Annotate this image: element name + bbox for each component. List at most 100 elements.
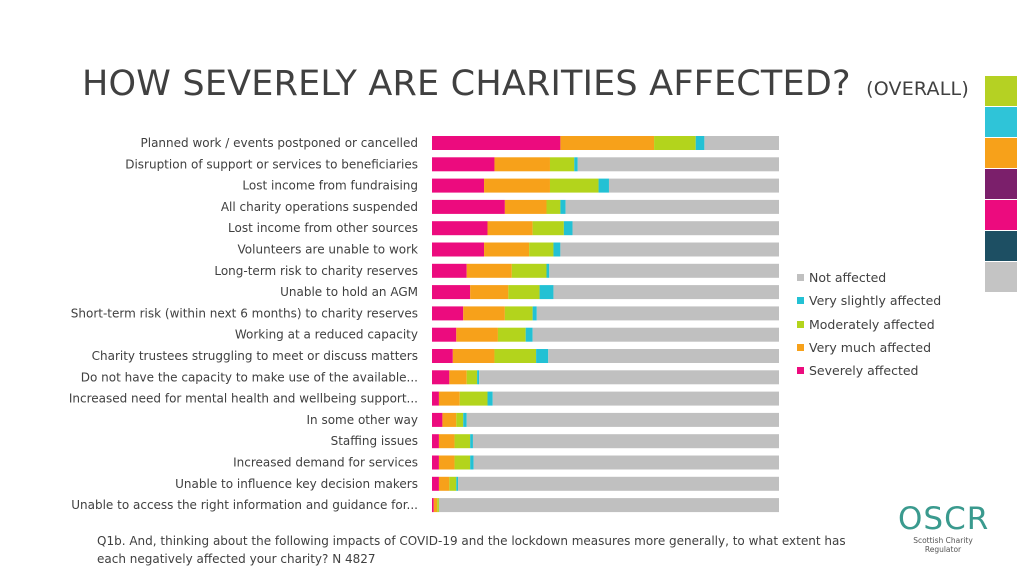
bar-segment-very-slightly-affected xyxy=(470,434,473,449)
category-label: Unable to access the right information a… xyxy=(71,498,418,512)
legend-swatch xyxy=(797,367,804,375)
page-title: HOW SEVERELY ARE CHARITIES AFFECTED? (OV… xyxy=(82,64,969,104)
category-label: Disruption of support or services to ben… xyxy=(125,157,418,171)
bar-segment-very-slightly-affected xyxy=(525,327,533,342)
bar-segment-very-much-affected xyxy=(438,434,455,449)
bar-segment-not-affected xyxy=(572,221,779,236)
bar-segment-very-much-affected xyxy=(487,221,533,236)
legend-label: Very much affected xyxy=(809,339,932,355)
category-label: Long-term risk to charity reserves xyxy=(214,264,418,278)
category-label: Short-term risk (within next 6 months) t… xyxy=(71,306,418,320)
bar-segment-severely-affected xyxy=(432,476,439,491)
bar-segment-very-much-affected xyxy=(442,412,457,427)
palette-swatch xyxy=(985,76,1017,106)
bar-segment-very-slightly-affected xyxy=(546,263,550,278)
bar-segment-moderately-affected xyxy=(459,391,488,406)
bar-segment-not-affected xyxy=(548,349,779,363)
bar-segment-very-slightly-affected xyxy=(463,412,467,427)
bar-segment-severely-affected xyxy=(432,349,453,363)
bar-segment-severely-affected xyxy=(432,221,488,236)
bar-segment-severely-affected xyxy=(432,455,439,470)
bar-segment-severely-affected xyxy=(432,242,485,257)
category-label: In some other way xyxy=(307,413,419,427)
bar-segment-severely-affected xyxy=(432,370,450,385)
category-label: Unable to hold an AGM xyxy=(280,285,418,299)
bar-segment-moderately-affected xyxy=(504,306,533,321)
bar-segment-moderately-affected xyxy=(546,199,561,214)
bar-segment-severely-affected xyxy=(432,263,467,278)
bar-segment-very-much-affected xyxy=(433,498,438,513)
bar-segment-very-much-affected xyxy=(484,242,530,257)
bar-segment-very-much-affected xyxy=(438,476,450,491)
bar-segment-not-affected xyxy=(472,434,779,449)
palette-swatch xyxy=(985,138,1017,168)
bar-segment-very-slightly-affected xyxy=(536,349,549,363)
category-label: Increased demand for services xyxy=(233,456,418,470)
bar-segment-severely-affected xyxy=(432,136,561,150)
legend-swatch xyxy=(797,343,804,351)
oscr-logo: OSCR Scottish Charity Regulator xyxy=(898,503,988,554)
category-label: Staffing issues xyxy=(331,434,418,448)
logo-tagline: Scottish Charity Regulator xyxy=(913,536,973,554)
bar-segment-moderately-affected xyxy=(494,349,537,363)
bar-segment-moderately-affected xyxy=(532,221,564,236)
title-subtitle: (OVERALL) xyxy=(866,78,969,100)
category-label: Do not have the capacity to make use of … xyxy=(81,370,418,384)
bar-segment-very-slightly-affected xyxy=(456,476,459,491)
category-label: Working at a reduced capacity xyxy=(235,328,418,342)
bar-segment-very-slightly-affected xyxy=(553,242,561,257)
bar-segment-moderately-affected xyxy=(654,136,696,150)
palette-swatch xyxy=(985,200,1017,230)
category-label: Lost income from fundraising xyxy=(242,179,418,193)
bar-segment-very-much-affected xyxy=(463,306,505,321)
bar-segment-very-much-affected xyxy=(560,136,655,150)
legend-swatch xyxy=(797,274,804,281)
bar-segment-severely-affected xyxy=(432,498,434,513)
bar-segment-very-much-affected xyxy=(449,370,467,385)
bar-segment-moderately-affected xyxy=(497,327,526,342)
survey-question-footnote: Q1b. And, thinking about the following i… xyxy=(97,534,846,566)
bar-segment-not-affected xyxy=(473,455,779,470)
bar-segment-moderately-affected xyxy=(466,370,478,385)
bar-segment-moderately-affected xyxy=(454,434,471,449)
title-main: HOW SEVERELY ARE CHARITIES AFFECTED? xyxy=(82,64,851,104)
bar-segment-moderately-affected xyxy=(508,285,540,300)
bar-segment-moderately-affected xyxy=(549,178,599,193)
bar-segment-not-affected xyxy=(549,263,779,278)
bar-segment-not-affected xyxy=(458,476,779,491)
bar-segment-very-much-affected xyxy=(470,285,509,300)
bar-segment-not-affected xyxy=(532,327,779,342)
palette-swatch xyxy=(985,169,1017,199)
bar-segment-not-affected xyxy=(536,306,779,321)
bar-segment-very-slightly-affected xyxy=(695,136,705,150)
bar-segment-moderately-affected xyxy=(454,455,471,470)
category-label: Unable to influence key decision makers xyxy=(175,477,418,491)
bar-segment-not-affected xyxy=(565,199,779,214)
bar-segment-very-much-affected xyxy=(438,391,460,406)
bar-segment-severely-affected xyxy=(432,412,443,427)
bar-segment-severely-affected xyxy=(432,285,471,300)
category-label: Planned work / events postponed or cance… xyxy=(141,136,419,150)
legend-label: Not affected xyxy=(809,270,887,285)
bar-segment-moderately-affected xyxy=(549,157,575,172)
bar-segment-not-affected xyxy=(479,370,779,385)
bar-segment-not-affected xyxy=(560,242,779,257)
bar-segment-severely-affected xyxy=(432,157,495,172)
bar-segment-not-affected xyxy=(466,412,779,427)
bar-segment-very-much-affected xyxy=(452,349,495,363)
bar-segment-moderately-affected xyxy=(437,498,439,513)
bar-segment-not-affected xyxy=(608,178,779,193)
palette-swatch xyxy=(985,231,1017,261)
bar-segment-severely-affected xyxy=(432,306,464,321)
bar-segment-very-slightly-affected xyxy=(574,157,578,172)
bar-segment-very-much-affected xyxy=(438,455,455,470)
palette-swatch xyxy=(985,262,1017,292)
bar-segment-severely-affected xyxy=(432,327,457,342)
bar-segment-moderately-affected xyxy=(449,476,457,491)
legend-label: Very slightly affected xyxy=(809,293,942,309)
category-label: Lost income from other sources xyxy=(228,221,418,235)
bar-segment-very-slightly-affected xyxy=(487,391,493,406)
color-palette-strip xyxy=(985,76,1017,293)
legend-swatch xyxy=(797,320,804,328)
